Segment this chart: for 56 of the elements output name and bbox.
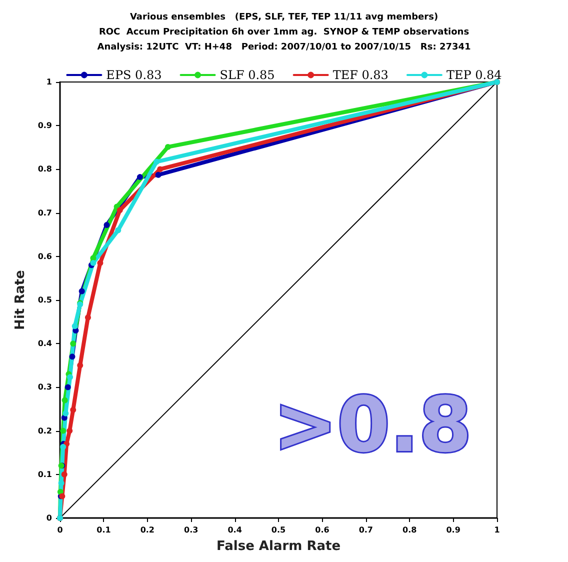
point bbox=[164, 144, 171, 150]
legend-label: SLF 0.85 bbox=[220, 68, 275, 82]
x-tick-label: 1 bbox=[494, 526, 500, 534]
point bbox=[67, 374, 74, 380]
x-tick-label: 0.4 bbox=[228, 526, 242, 534]
point bbox=[60, 428, 66, 434]
point bbox=[66, 428, 73, 434]
point bbox=[70, 406, 76, 413]
y-tick-label: 0 bbox=[46, 514, 52, 522]
x-axis-title: False Alarm Rate bbox=[216, 539, 341, 554]
point bbox=[116, 207, 123, 214]
y-tick-label: 0.6 bbox=[38, 252, 52, 261]
legend-label: EPS 0.83 bbox=[106, 68, 162, 82]
y-tick-label: 0.2 bbox=[38, 426, 52, 436]
y-tick-label: 0.4 bbox=[38, 339, 52, 348]
point bbox=[70, 340, 76, 347]
x-tick-label: 0.5 bbox=[271, 526, 286, 534]
point bbox=[64, 384, 71, 390]
point bbox=[77, 362, 84, 368]
y-tick-label: 0.1 bbox=[38, 470, 52, 479]
y-tick-label: 0.9 bbox=[38, 121, 52, 130]
point bbox=[72, 323, 78, 330]
x-tick-label: 0.7 bbox=[358, 526, 373, 534]
y-tick-label: 0.7 bbox=[38, 208, 52, 218]
y-tick-label: 1 bbox=[46, 78, 52, 86]
point bbox=[104, 222, 110, 228]
point bbox=[69, 354, 76, 360]
annotation: >0.8 bbox=[274, 380, 472, 469]
x-tick-label: 0 bbox=[57, 526, 64, 534]
x-tick-label: 0.3 bbox=[184, 526, 198, 534]
x-tick-label: 0.9 bbox=[446, 526, 461, 534]
point bbox=[157, 166, 164, 172]
y-axis-title: Hit Rate bbox=[12, 270, 28, 330]
x-tick-label: 0.8 bbox=[402, 526, 418, 534]
text: Analysis: 12UTC VT: H+48 Period: 2007/10/01 to 2007/10/15 Rs: 27341 bbox=[97, 42, 471, 52]
point bbox=[62, 397, 68, 404]
point bbox=[60, 444, 66, 450]
y-tick-label: 0.5 bbox=[38, 296, 52, 304]
legend-label: TEF 0.83 bbox=[332, 68, 388, 82]
point bbox=[97, 260, 104, 266]
chart-subtitle: ROC Accum Precipitation 6h over 1mm ag. SYNOP & TEMP observations bbox=[98, 28, 470, 38]
chart-title: Various ensembles (EPS, SLF, TEF, TEP 11/11 avg members) bbox=[130, 12, 438, 22]
x-tick-label: 0.1 bbox=[96, 526, 112, 534]
y-tick-label: 0.8 bbox=[38, 164, 52, 174]
point bbox=[78, 288, 85, 294]
legend-label: TEP 0.84 bbox=[446, 68, 502, 82]
x-tick-label: 0.2 bbox=[140, 526, 154, 534]
point bbox=[154, 158, 160, 165]
point bbox=[61, 471, 68, 478]
point bbox=[155, 172, 162, 178]
point bbox=[136, 174, 143, 180]
point bbox=[115, 227, 122, 234]
y-tick-label: 0.3 bbox=[38, 382, 52, 392]
point bbox=[90, 260, 96, 266]
x-tick-label: 0.6 bbox=[315, 526, 330, 534]
point bbox=[84, 314, 91, 320]
